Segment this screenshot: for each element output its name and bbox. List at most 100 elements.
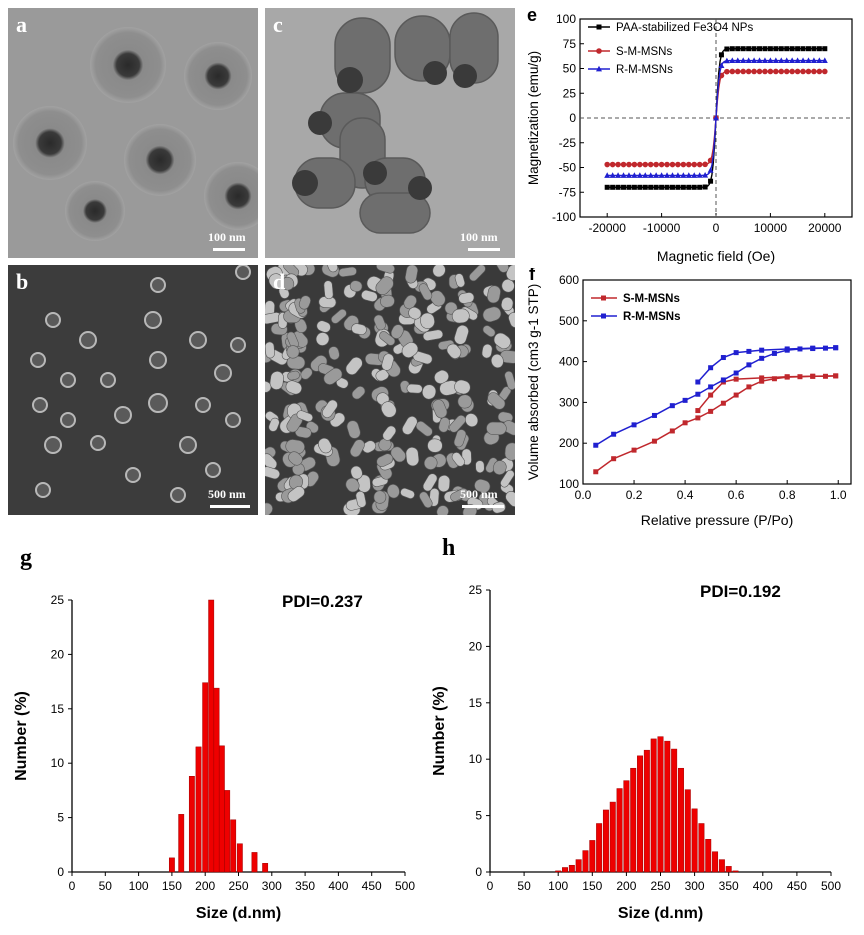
legend-marker xyxy=(601,313,606,319)
y-tick-label: 400 xyxy=(559,355,579,369)
particle xyxy=(268,417,280,432)
data-point xyxy=(746,46,752,52)
y-axis-label: Volume absorbed (cm3 g-1 STP) xyxy=(526,284,541,481)
y-tick-label: 15 xyxy=(469,696,483,710)
particle xyxy=(434,369,449,384)
particle xyxy=(265,502,273,515)
scale-bar-c xyxy=(468,248,500,251)
bar xyxy=(705,839,712,873)
particle xyxy=(300,367,313,380)
y-tick-label: 20 xyxy=(469,639,483,653)
data-point xyxy=(762,68,768,75)
x-tick-label: 20000 xyxy=(808,221,842,235)
bar xyxy=(596,823,603,873)
x-tick-label: 0 xyxy=(713,221,720,235)
particle xyxy=(437,474,451,493)
legend-label: R-M-MSNs xyxy=(623,311,681,323)
y-tick-label: 500 xyxy=(559,314,579,328)
data-point xyxy=(593,442,599,448)
data-point xyxy=(771,350,777,356)
particle xyxy=(422,473,438,492)
data-point xyxy=(647,161,654,168)
scale-label-c: 100 nm xyxy=(460,230,498,244)
data-point xyxy=(674,172,681,178)
data-point xyxy=(833,373,839,379)
panel-label-e: e xyxy=(527,5,538,25)
particle xyxy=(405,447,420,467)
bar xyxy=(178,814,185,873)
bar xyxy=(208,599,215,873)
bar xyxy=(582,850,589,873)
x-axis-label: Size (d.nm) xyxy=(618,905,703,922)
data-point xyxy=(625,172,632,178)
tem-image-c: c 100 nm xyxy=(265,8,515,258)
data-point xyxy=(695,379,701,385)
data-point xyxy=(800,57,807,63)
bar xyxy=(195,746,202,873)
x-tick-label: 450 xyxy=(787,879,807,893)
particle xyxy=(432,399,448,419)
particle xyxy=(362,440,376,454)
data-point xyxy=(669,403,675,409)
data-point xyxy=(759,355,765,361)
data-point xyxy=(669,184,675,190)
data-point xyxy=(658,161,665,168)
particle xyxy=(346,420,361,439)
data-point xyxy=(789,68,795,75)
data-point xyxy=(729,68,736,75)
y-tick-label: 10 xyxy=(469,752,483,766)
particle xyxy=(285,380,302,395)
data-point xyxy=(778,46,784,52)
data-point xyxy=(767,46,773,52)
particle xyxy=(349,439,365,458)
data-point xyxy=(751,57,758,63)
particle xyxy=(464,413,479,427)
tem-image-a: a 100 nm xyxy=(8,8,258,258)
particle xyxy=(481,343,493,359)
particle xyxy=(430,290,446,307)
particle xyxy=(286,345,300,359)
y-axis-label: Number (%) xyxy=(13,691,30,781)
panel-label-d: d xyxy=(273,269,286,294)
data-point xyxy=(647,172,654,178)
particle xyxy=(490,353,504,369)
legend-label: PAA-stabilized Fe3O4 NPs xyxy=(616,22,753,34)
data-point xyxy=(794,57,801,63)
y-tick-label: 5 xyxy=(475,809,482,823)
y-tick-label: 300 xyxy=(559,395,579,409)
particle xyxy=(403,294,417,310)
particle xyxy=(317,437,333,454)
data-point xyxy=(669,428,675,434)
hysteresis-chart: -20000 -10000 0 10000 20000 -100 -75 -50 -25 0 25 5… xyxy=(526,12,853,264)
bar xyxy=(637,755,644,873)
data-point xyxy=(784,374,790,380)
data-point xyxy=(631,161,638,168)
data-point xyxy=(669,161,676,168)
data-point xyxy=(746,348,752,354)
data-point xyxy=(611,431,617,437)
bar xyxy=(609,801,616,873)
particle xyxy=(316,320,331,333)
particle xyxy=(361,289,378,302)
particle xyxy=(492,460,507,475)
data-point xyxy=(778,57,785,63)
particle xyxy=(496,265,509,273)
data-point xyxy=(735,46,741,52)
data-point xyxy=(669,172,676,178)
bar xyxy=(168,857,175,873)
data-point xyxy=(821,57,828,63)
y-tick-label: -75 xyxy=(559,185,577,199)
sem-image-d: d 500 nm xyxy=(265,265,515,515)
x-tick-label: 250 xyxy=(228,879,248,893)
x-tick-label: 200 xyxy=(616,879,636,893)
sem-image-d-graphic xyxy=(265,265,515,515)
particle xyxy=(508,312,515,328)
data-point xyxy=(651,438,657,444)
data-point xyxy=(664,172,671,178)
data-point xyxy=(620,161,627,168)
data-point xyxy=(795,46,801,52)
data-point xyxy=(740,46,746,52)
x-tick-label: 50 xyxy=(99,879,113,893)
particle xyxy=(486,421,507,436)
particle xyxy=(422,329,444,341)
